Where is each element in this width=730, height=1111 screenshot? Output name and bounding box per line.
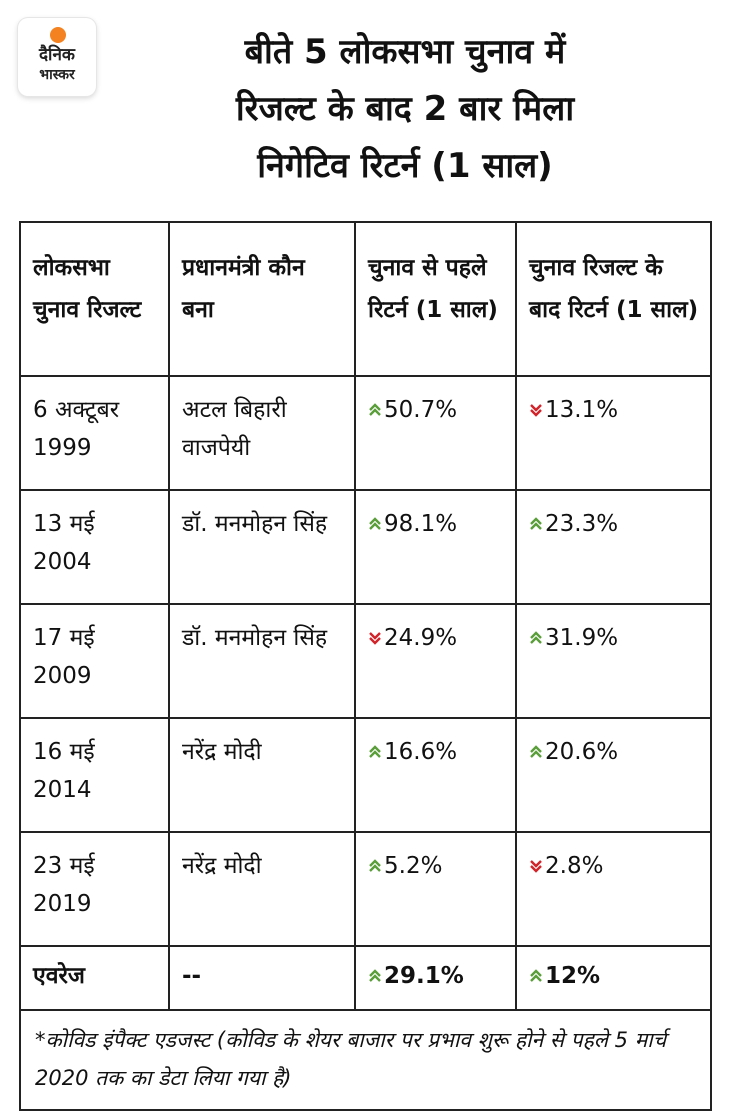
return-before-cell: 50.7%	[354, 375, 517, 491]
header-prime-minister: प्रधानमंत्री कौन बना	[168, 221, 356, 377]
return-after-cell: 2.8%	[515, 831, 712, 947]
logo-sun-icon	[50, 27, 66, 43]
header-return-before: चुनाव से पहले रिटर्न (1 साल)	[354, 221, 517, 377]
note-row: *कोविड इंपैक्ट एडजस्ट (कोविड के शेयर बाज…	[19, 1009, 712, 1111]
arrow-down-icon	[529, 403, 543, 417]
return-before-value: 24.9%	[384, 625, 458, 651]
return-before-cell: 5.2%	[354, 831, 517, 947]
return-after-value: 2.8%	[545, 853, 604, 879]
arrow-up-icon	[368, 403, 382, 417]
arrow-up-icon	[529, 969, 543, 983]
return-after-cell: 20.6%	[515, 717, 712, 833]
table-row: 6 अक्टूबर 1999 अटल बिहारी वाजपेयी 50.7% 13.…	[19, 375, 712, 491]
average-before-cell: 29.1%	[354, 945, 517, 1011]
election-date: 13 मई 2004	[19, 489, 170, 605]
return-after-value: 13.1%	[545, 397, 619, 423]
average-row: एवरेज -- 29.1% 12%	[19, 945, 712, 1011]
prime-minister: नरेंद्र मोदी	[168, 717, 356, 833]
prime-minister: नरेंद्र मोदी	[168, 831, 356, 947]
return-after-cell: 31.9%	[515, 603, 712, 719]
arrow-up-icon	[529, 517, 543, 531]
arrow-up-icon	[368, 859, 382, 873]
prime-minister: डॉ. मनमोहन सिंह	[168, 603, 356, 719]
return-after-value: 23.3%	[545, 511, 619, 537]
arrow-down-icon	[368, 631, 382, 645]
title-line-1: बीते 5 लोकसभा चुनाव में	[244, 32, 566, 72]
dainik-bhaskar-logo: दैनिक भास्कर	[18, 18, 96, 96]
return-before-cell: 98.1%	[354, 489, 517, 605]
prime-minister: अटल बिहारी वाजपेयी	[168, 375, 356, 491]
average-after-value: 12%	[545, 963, 601, 989]
return-after-value: 31.9%	[545, 625, 619, 651]
logo-text-line1: दैनिक	[39, 45, 75, 65]
table-row: 23 मई 2019 नरेंद्र मोदी 5.2% 2.8%	[19, 831, 712, 947]
table-header-row: लोकसभा चुनाव रिजल्ट प्रधानमंत्री कौन बना…	[19, 221, 712, 377]
arrow-down-icon	[529, 859, 543, 873]
header-election-result: लोकसभा चुनाव रिजल्ट	[19, 221, 170, 377]
average-before-value: 29.1%	[384, 963, 464, 989]
prime-minister: डॉ. मनमोहन सिंह	[168, 489, 356, 605]
returns-table: लोकसभा चुनाव रिजल्ट प्रधानमंत्री कौन बना…	[19, 221, 712, 1111]
election-date: 16 मई 2014	[19, 717, 170, 833]
average-label: एवरेज	[19, 945, 170, 1011]
arrow-up-icon	[368, 517, 382, 531]
page-title: बीते 5 लोकसभा चुनाव में रिजल्ट के बाद 2 …	[110, 24, 700, 195]
average-after-cell: 12%	[515, 945, 712, 1011]
table-row: 13 मई 2004 डॉ. मनमोहन सिंह 98.1% 23.3%	[19, 489, 712, 605]
title-line-2: रिजल्ट के बाद 2 बार मिला	[235, 89, 575, 129]
header-return-after: चुनाव रिजल्ट के बाद रिटर्न (1 साल)	[515, 221, 712, 377]
footnote: *कोविड इंपैक्ट एडजस्ट (कोविड के शेयर बाज…	[19, 1009, 712, 1111]
return-after-cell: 13.1%	[515, 375, 712, 491]
logo-text-line2: भास्कर	[39, 67, 75, 83]
average-pm: --	[168, 945, 356, 1011]
return-before-value: 50.7%	[384, 397, 458, 423]
election-date: 23 मई 2019	[19, 831, 170, 947]
arrow-up-icon	[529, 631, 543, 645]
arrow-up-icon	[368, 969, 382, 983]
table-row: 16 मई 2014 नरेंद्र मोदी 16.6% 20.6%	[19, 717, 712, 833]
table-row: 17 मई 2009 डॉ. मनमोहन सिंह 24.9% 31.9%	[19, 603, 712, 719]
election-date: 17 मई 2009	[19, 603, 170, 719]
return-before-cell: 16.6%	[354, 717, 517, 833]
arrow-up-icon	[529, 745, 543, 759]
return-before-value: 5.2%	[384, 853, 443, 879]
title-line-3: निगेटिव रिटर्न (1 साल)	[257, 146, 553, 186]
return-before-value: 16.6%	[384, 739, 458, 765]
return-after-value: 20.6%	[545, 739, 619, 765]
arrow-up-icon	[368, 745, 382, 759]
election-date: 6 अक्टूबर 1999	[19, 375, 170, 491]
return-before-cell: 24.9%	[354, 603, 517, 719]
return-before-value: 98.1%	[384, 511, 458, 537]
return-after-cell: 23.3%	[515, 489, 712, 605]
